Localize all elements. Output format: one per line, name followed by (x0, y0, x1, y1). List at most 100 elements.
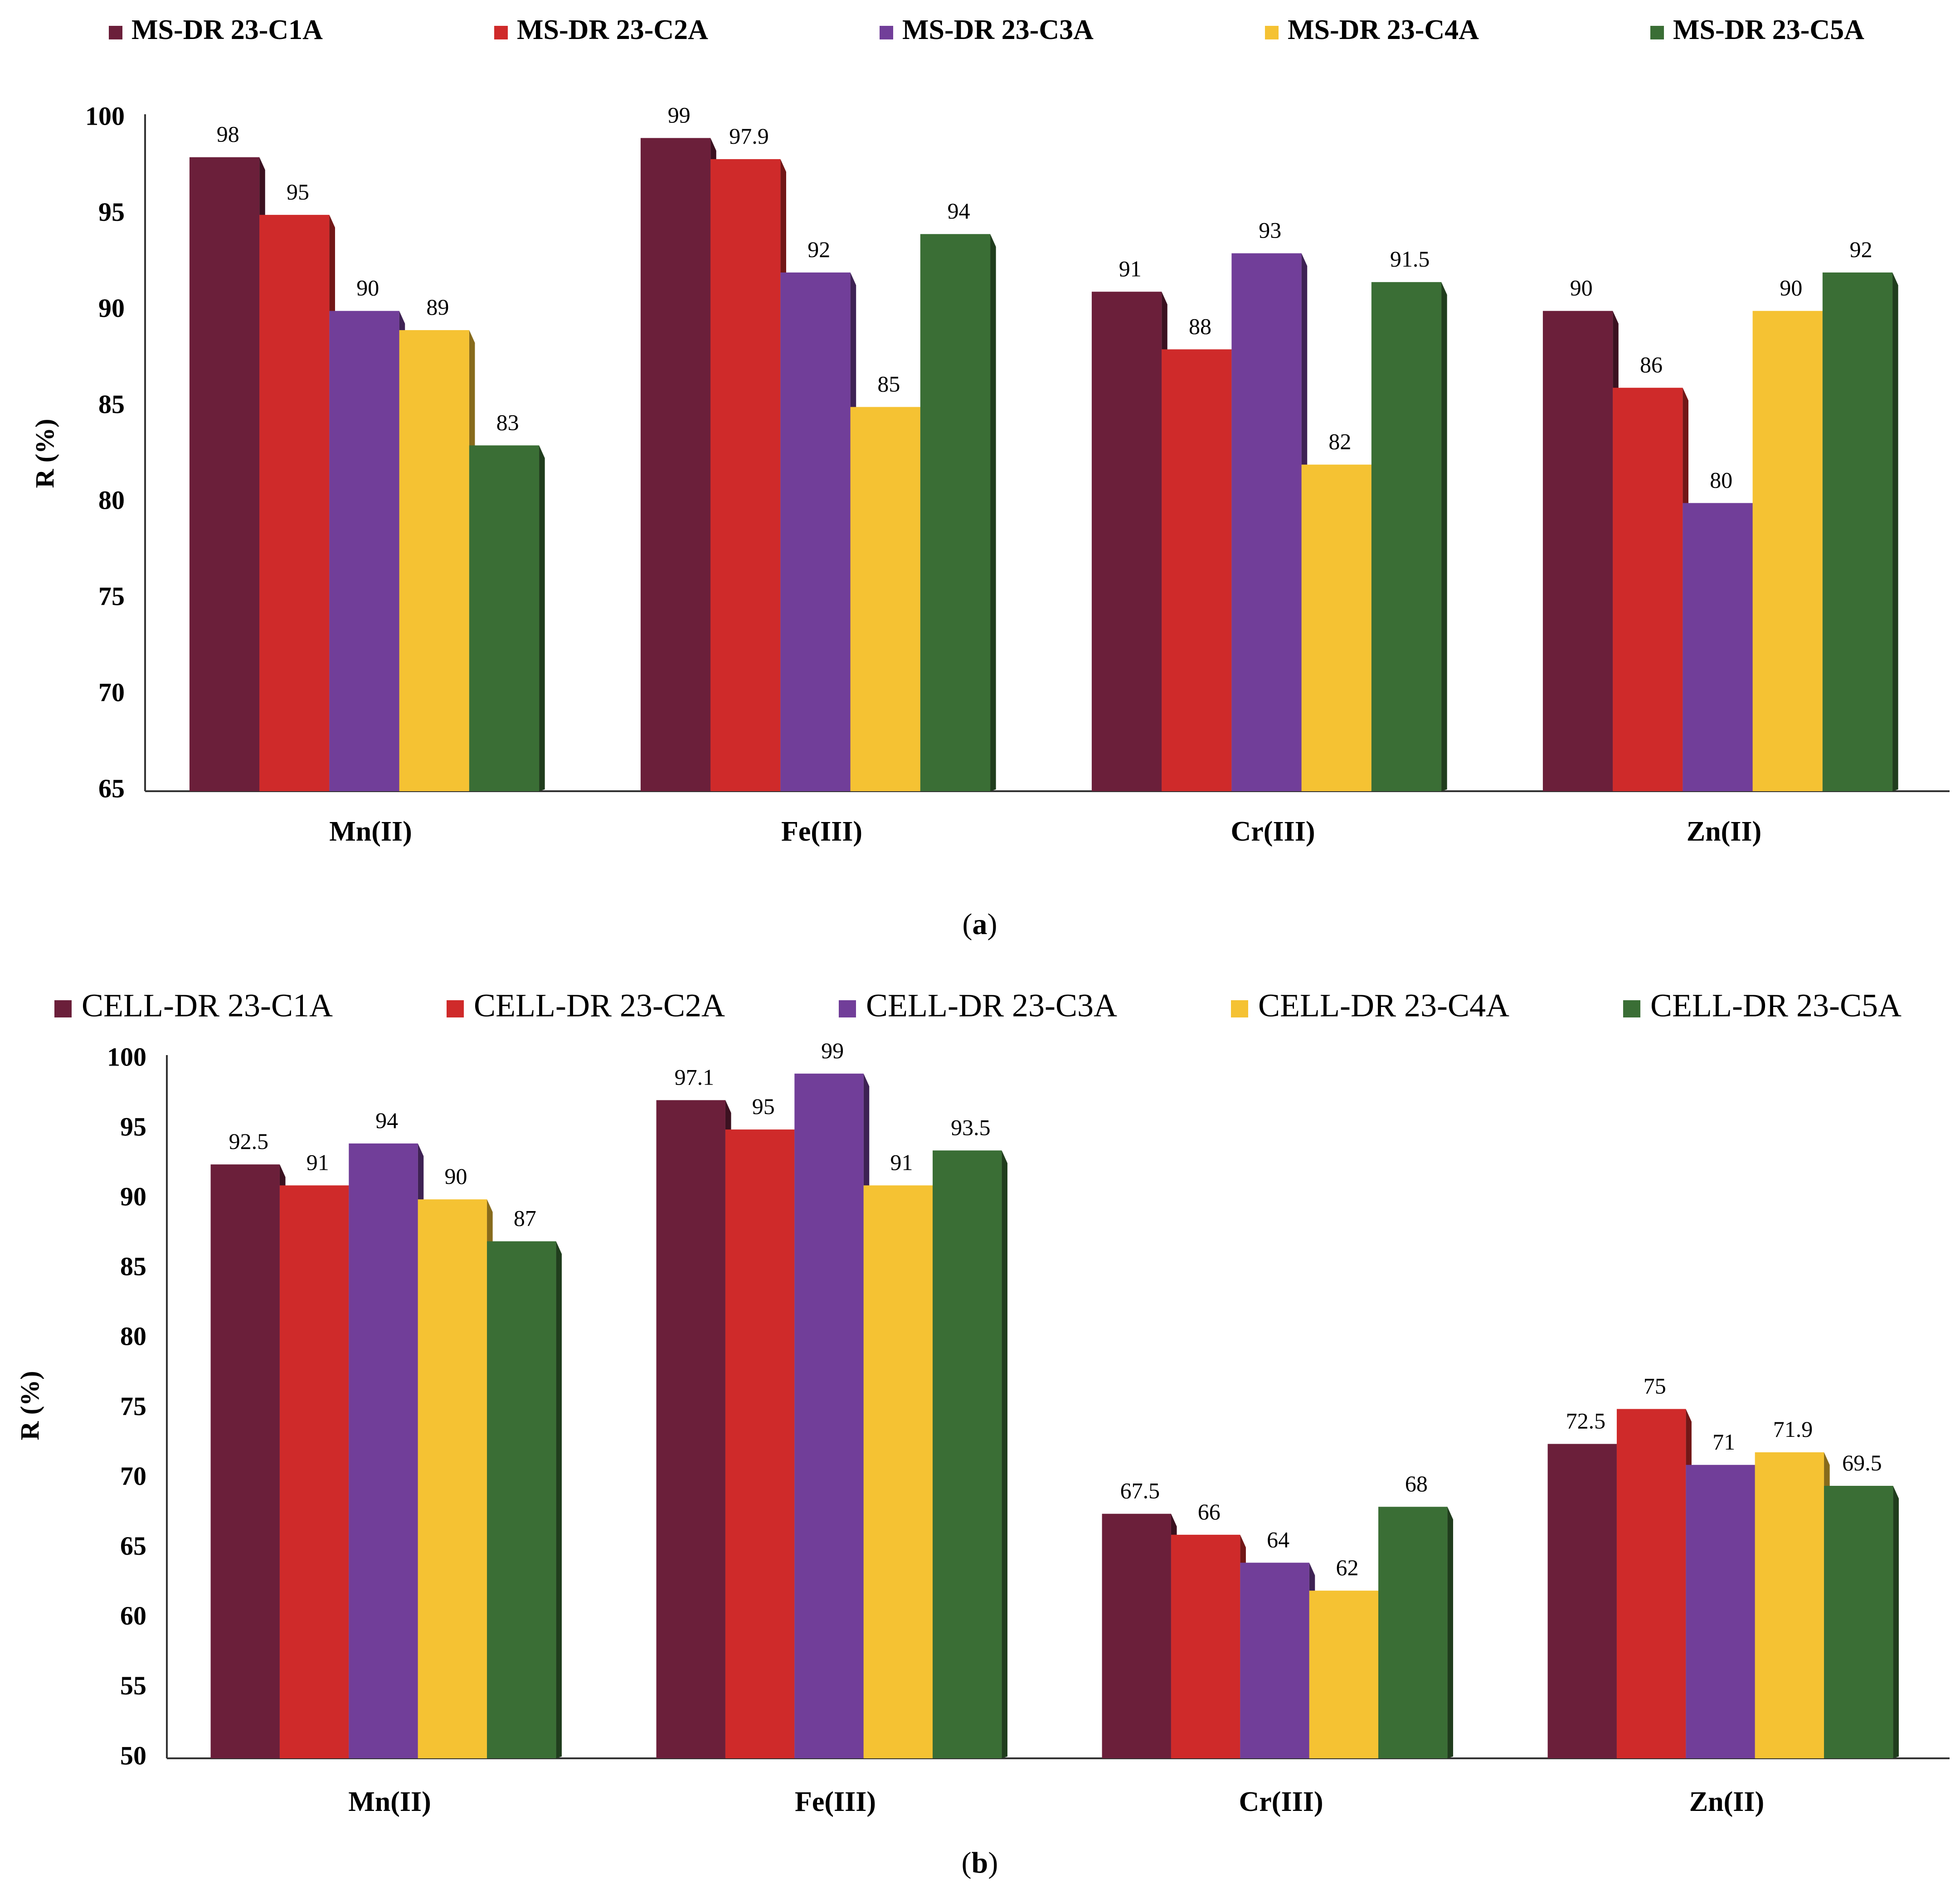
y-axis-title: R (%) (30, 418, 59, 488)
bar-value-label: 97.1 (675, 1064, 715, 1090)
bar-value-label: 75 (1644, 1373, 1666, 1399)
bar-value-label: 69.5 (1842, 1450, 1882, 1475)
bar-front (1301, 464, 1372, 791)
bar-front (1616, 1409, 1686, 1758)
y-tick-label: 85 (98, 389, 125, 419)
legend-label: CELL-DR 23-C4A (1258, 988, 1509, 1024)
legend-swatch (1265, 26, 1279, 39)
bar-value-label: 80 (1710, 467, 1732, 492)
bar-front (1547, 1444, 1617, 1758)
bar-group: 98 95 90 89 83 (189, 122, 545, 791)
bar (349, 1143, 424, 1758)
bar-front (850, 407, 920, 791)
bar-value-label: 86 (1640, 352, 1663, 377)
bar (1547, 1444, 1623, 1758)
bar-front (863, 1185, 933, 1758)
bar-front (1752, 311, 1823, 791)
y-tick-label: 100 (107, 1042, 146, 1071)
legend-swatch (447, 1000, 464, 1017)
legend-swatch (54, 1000, 72, 1017)
x-category-label: Cr(III) (1239, 1786, 1323, 1817)
bar-group: 67.5 66 64 62 68 (1102, 1471, 1454, 1758)
bar-value-label: 90 (356, 275, 379, 301)
bar-front (1309, 1591, 1379, 1758)
x-category-label: Fe(III) (795, 1786, 876, 1817)
bar (1616, 1409, 1692, 1758)
x-category-label: Cr(III) (1231, 816, 1315, 847)
bar-side (1441, 282, 1447, 791)
panel-caption: (b) (962, 1846, 998, 1879)
legend-swatch (1650, 26, 1664, 39)
bar-value-label: 68 (1405, 1471, 1428, 1496)
bar-side (1893, 1486, 1899, 1758)
legend-item: CELL-DR 23-C4A (1231, 988, 1509, 1024)
bar-front (656, 1100, 725, 1758)
bar-value-label: 62 (1336, 1555, 1358, 1580)
bar-front (1240, 1562, 1309, 1758)
x-category-label: Mn(II) (329, 816, 412, 847)
bar (1162, 349, 1237, 791)
bar-side (1892, 272, 1898, 791)
y-tick-label: 75 (98, 582, 125, 611)
bar (1542, 311, 1619, 791)
legend-label: MS-DR 23-C5A (1673, 15, 1864, 45)
legend-item: MS-DR 23-C4A (1265, 15, 1479, 45)
bar-side (1447, 1507, 1454, 1758)
legend-swatch (880, 26, 893, 39)
bar-front (920, 234, 991, 792)
bar (1613, 388, 1688, 791)
bar-front (640, 138, 711, 791)
bar-value-label: 97.9 (729, 123, 769, 149)
bar-value-label: 85 (877, 371, 900, 397)
bar (725, 1129, 800, 1758)
bar (780, 272, 856, 791)
y-tick-label: 85 (120, 1252, 146, 1281)
bar-side (1002, 1150, 1008, 1758)
y-tick-label: 50 (120, 1741, 146, 1770)
bar-group: 99 97.9 92 85 94 (640, 102, 996, 792)
bar-value-label: 95 (287, 179, 309, 204)
bar-value-label: 71.9 (1773, 1416, 1813, 1442)
bar-front (329, 311, 399, 791)
bar-value-label: 87 (514, 1206, 536, 1231)
legend-item: CELL-DR 23-C2A (447, 988, 725, 1024)
bar-front (1162, 349, 1232, 791)
bar (1755, 1452, 1830, 1758)
bar-front (1378, 1507, 1448, 1758)
legend-item: MS-DR 23-C5A (1650, 15, 1864, 45)
bar-value-label: 98 (217, 122, 239, 147)
bar-side (990, 234, 996, 792)
bar (1683, 503, 1759, 791)
bar-value-label: 92 (807, 237, 830, 262)
bar-value-label: 94 (948, 198, 970, 224)
bar-front (399, 330, 469, 791)
bar-front (1171, 1534, 1240, 1758)
bar-value-label: 91 (1119, 256, 1142, 281)
bar-front (189, 157, 260, 791)
y-tick-label: 70 (98, 677, 125, 707)
bar (487, 1241, 562, 1758)
y-tick-label: 60 (120, 1601, 146, 1630)
bar (1102, 1513, 1177, 1758)
bar-front (349, 1143, 418, 1758)
bar-group: 91 88 93 82 91.5 (1091, 218, 1447, 792)
bar-front (780, 272, 851, 791)
bar-front (1371, 282, 1442, 791)
bar-front (418, 1199, 487, 1758)
bar-front (1613, 388, 1683, 791)
bar (1301, 464, 1377, 791)
bar (1824, 1486, 1899, 1758)
bar-value-label: 71 (1712, 1429, 1735, 1455)
bar-value-label: 94 (375, 1108, 398, 1133)
legend-swatch (1623, 1000, 1640, 1017)
bar-front (725, 1129, 795, 1758)
bar (1752, 311, 1829, 791)
chart-panel-b: CELL-DR 23-C1A CELL-DR 23-C2A CELL-DR 23-C… (15, 988, 1950, 1879)
y-tick-label: 55 (120, 1671, 146, 1700)
bar-front (487, 1241, 556, 1758)
x-category-label: Fe(III) (781, 816, 862, 847)
legend-label: MS-DR 23-C2A (517, 15, 708, 45)
bar-value-label: 82 (1328, 429, 1351, 454)
bar-value-label: 93 (1259, 218, 1281, 243)
